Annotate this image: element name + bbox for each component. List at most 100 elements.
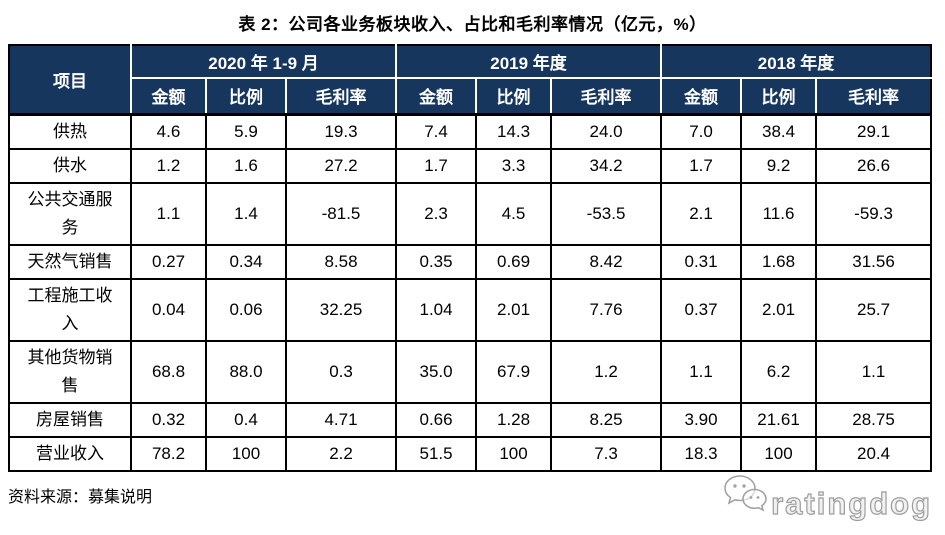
value-cell: 100 — [475, 435, 553, 473]
value-cell: 0.37 — [660, 277, 743, 342]
value-cell: 1.04 — [395, 277, 478, 342]
value-cell: 8.25 — [550, 401, 663, 438]
value-cell: 1.2 — [130, 147, 207, 184]
value-cell: 68.8 — [130, 339, 207, 404]
source-note: 资料来源：募集说明 — [8, 489, 153, 507]
period-header-2020: 2020 年 1-9 月 — [129, 44, 398, 79]
value-cell: 14.3 — [475, 112, 553, 150]
value-cell: 3.3 — [475, 147, 553, 184]
value-cell: 0.31 — [660, 243, 743, 280]
value-cell: 9.2 — [740, 147, 818, 184]
value-cell: 1.6 — [205, 147, 287, 184]
metric-header-amount: 金额 — [130, 77, 207, 115]
value-cell: 2.1 — [660, 181, 743, 246]
value-cell: 25.7 — [815, 277, 933, 342]
metric-header-margin: 毛利率 — [284, 77, 398, 115]
row-label-cell: 营业收入 — [8, 435, 132, 473]
metric-header-ratio: 比例 — [740, 77, 818, 115]
metric-header-amount: 金额 — [395, 77, 478, 115]
value-cell: 1.7 — [395, 147, 478, 184]
value-cell: 0.34 — [205, 243, 287, 280]
value-cell: 2.3 — [395, 181, 478, 246]
value-cell: 4.71 — [284, 401, 398, 438]
table-row: 天然气销售 0.27 0.34 8.58 0.35 0.69 8.42 0.31 1.68 31.… — [8, 243, 933, 280]
value-cell: 0.66 — [395, 401, 478, 438]
metric-header-margin: 毛利率 — [815, 77, 933, 115]
value-cell: 31.56 — [815, 243, 933, 280]
table-row: 房屋销售 0.32 0.4 4.71 0.66 1.28 8.25 3.90 21.61 28.7… — [8, 401, 933, 438]
value-cell: 27.2 — [284, 147, 398, 184]
value-cell: 67.9 — [475, 339, 553, 404]
value-cell: 4.6 — [130, 112, 207, 150]
value-cell: 7.76 — [550, 277, 663, 342]
value-cell: 34.2 — [550, 147, 663, 184]
value-cell: 0.3 — [284, 339, 398, 404]
value-cell: 100 — [740, 435, 818, 473]
value-cell: 26.6 — [815, 147, 933, 184]
value-cell: 0.27 — [130, 243, 207, 280]
value-cell: 28.75 — [815, 401, 933, 438]
value-cell: 51.5 — [395, 435, 478, 473]
value-cell: 1.1 — [815, 339, 933, 404]
value-cell: 35.0 — [395, 339, 478, 404]
table-row: 供水 1.2 1.6 27.2 1.7 3.3 34.2 1.7 9.2 26.6 — [8, 147, 933, 184]
value-cell: 1.7 — [660, 147, 743, 184]
value-cell: 0.69 — [475, 243, 553, 280]
value-cell: -53.5 — [550, 181, 663, 246]
value-cell: 8.42 — [550, 243, 663, 280]
value-cell: 18.3 — [660, 435, 743, 473]
value-cell: 0.06 — [205, 277, 287, 342]
value-cell: 2.01 — [475, 277, 553, 342]
metric-header-amount: 金额 — [660, 77, 743, 115]
value-cell: -81.5 — [284, 181, 398, 246]
table-row: 其他货物销售 68.8 88.0 0.3 35.0 67.9 1.2 1.1 6.2 1.1 — [8, 339, 933, 404]
row-label-cell: 天然气销售 — [8, 243, 132, 280]
row-label-cell: 供热 — [8, 112, 132, 150]
value-cell: 1.1 — [660, 339, 743, 404]
business-segment-table: 项目 2020 年 1-9 月 2019 年度 2018 年度 金额 比例 毛利… — [8, 44, 933, 473]
row-label-cell: 房屋销售 — [8, 401, 132, 438]
value-cell: 0.32 — [130, 401, 207, 438]
table-row: 公共交通服务 1.1 1.4 -81.5 2.3 4.5 -53.5 2.1 11.6 -59.3 — [8, 181, 933, 246]
value-cell: 7.4 — [395, 112, 478, 150]
value-cell: 1.4 — [205, 181, 287, 246]
table-row: 工程施工收入 0.04 0.06 32.25 1.04 2.01 7.76 0.37 2.01 2… — [8, 277, 933, 342]
value-cell: 78.2 — [130, 435, 207, 473]
value-cell: 2.2 — [284, 435, 398, 473]
value-cell: 1.28 — [475, 401, 553, 438]
period-header-row: 项目 2020 年 1-9 月 2019 年度 2018 年度 — [8, 44, 933, 115]
period-header-2018: 2018 年度 — [660, 44, 933, 79]
value-cell: 29.1 — [815, 112, 933, 150]
value-cell: 38.4 — [740, 112, 818, 150]
value-cell: 21.61 — [740, 401, 818, 438]
value-cell: 8.58 — [284, 243, 398, 280]
value-cell: 24.0 — [550, 112, 663, 150]
value-cell: 19.3 — [284, 112, 398, 150]
value-cell: 5.9 — [205, 112, 287, 150]
table-body: 供热 4.6 5.9 19.3 7.4 14.3 24.0 7.0 38.4 29.1 供水 1.2 1… — [8, 112, 933, 473]
value-cell: 2.01 — [740, 277, 818, 342]
value-cell: 100 — [205, 435, 287, 473]
table-title: 表 2：公司各业务板块收入、占比和毛利率情况（亿元，%） — [238, 15, 707, 34]
table-row: 营业收入 78.2 100 2.2 51.5 100 7.3 18.3 100 20.4 — [8, 435, 933, 473]
item-column-header: 项目 — [8, 44, 132, 115]
value-cell: 20.4 — [815, 435, 933, 473]
row-label-cell: 工程施工收入 — [8, 277, 132, 342]
period-header-2019: 2019 年度 — [395, 44, 663, 79]
value-cell: 3.90 — [660, 401, 743, 438]
value-cell: 4.5 — [475, 181, 553, 246]
row-label-cell: 公共交通服务 — [8, 181, 132, 246]
value-cell: 7.0 — [660, 112, 743, 150]
metric-header-ratio: 比例 — [475, 77, 553, 115]
value-cell: 1.2 — [550, 339, 663, 404]
value-cell: 32.25 — [284, 277, 398, 342]
value-cell: -59.3 — [815, 181, 933, 246]
value-cell: 1.1 — [130, 181, 207, 246]
metric-header-row: 金额 比例 毛利率 金额 比例 毛利率 金额 比例 毛利率 — [9, 77, 933, 115]
row-label-cell: 其他货物销售 — [8, 339, 132, 404]
value-cell: 7.3 — [550, 435, 663, 473]
value-cell: 11.6 — [740, 181, 818, 246]
metric-header-margin: 毛利率 — [550, 77, 663, 115]
value-cell: 6.2 — [740, 339, 818, 404]
